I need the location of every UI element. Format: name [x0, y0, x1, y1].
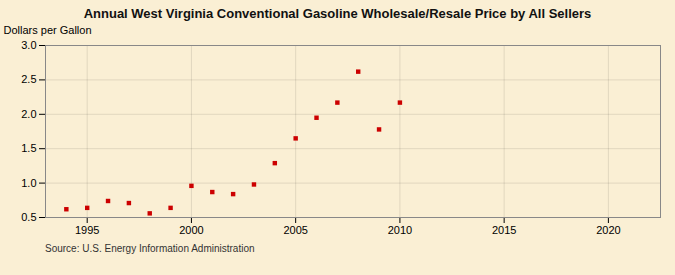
- html-text:Annual West Virginia Conventio: Annual West Virginia Conventional Gasoli…: [83, 6, 592, 21]
- svg-text:3.0: 3.0: [21, 39, 36, 51]
- svg-text:2.0: 2.0: [21, 108, 36, 120]
- svg-text:0.5: 0.5: [21, 211, 36, 223]
- svg-text:1.0: 1.0: [21, 177, 36, 189]
- svg-text:2020: 2020: [596, 224, 620, 236]
- svg-text:1.5: 1.5: [21, 142, 36, 154]
- svg-text:2005: 2005: [283, 224, 307, 236]
- svg-text:2.5: 2.5: [21, 73, 36, 85]
- svg-text:2000: 2000: [179, 224, 203, 236]
- svg-text:2015: 2015: [492, 224, 516, 236]
- html-text:Source: U.S. Energy Informatio: Source: U.S. Energy Information Administ…: [45, 243, 255, 254]
- svg-text:Dollars per Gallon: Dollars per Gallon: [4, 24, 92, 36]
- svg-text:2010: 2010: [388, 224, 412, 236]
- svg-text:1995: 1995: [75, 224, 99, 236]
